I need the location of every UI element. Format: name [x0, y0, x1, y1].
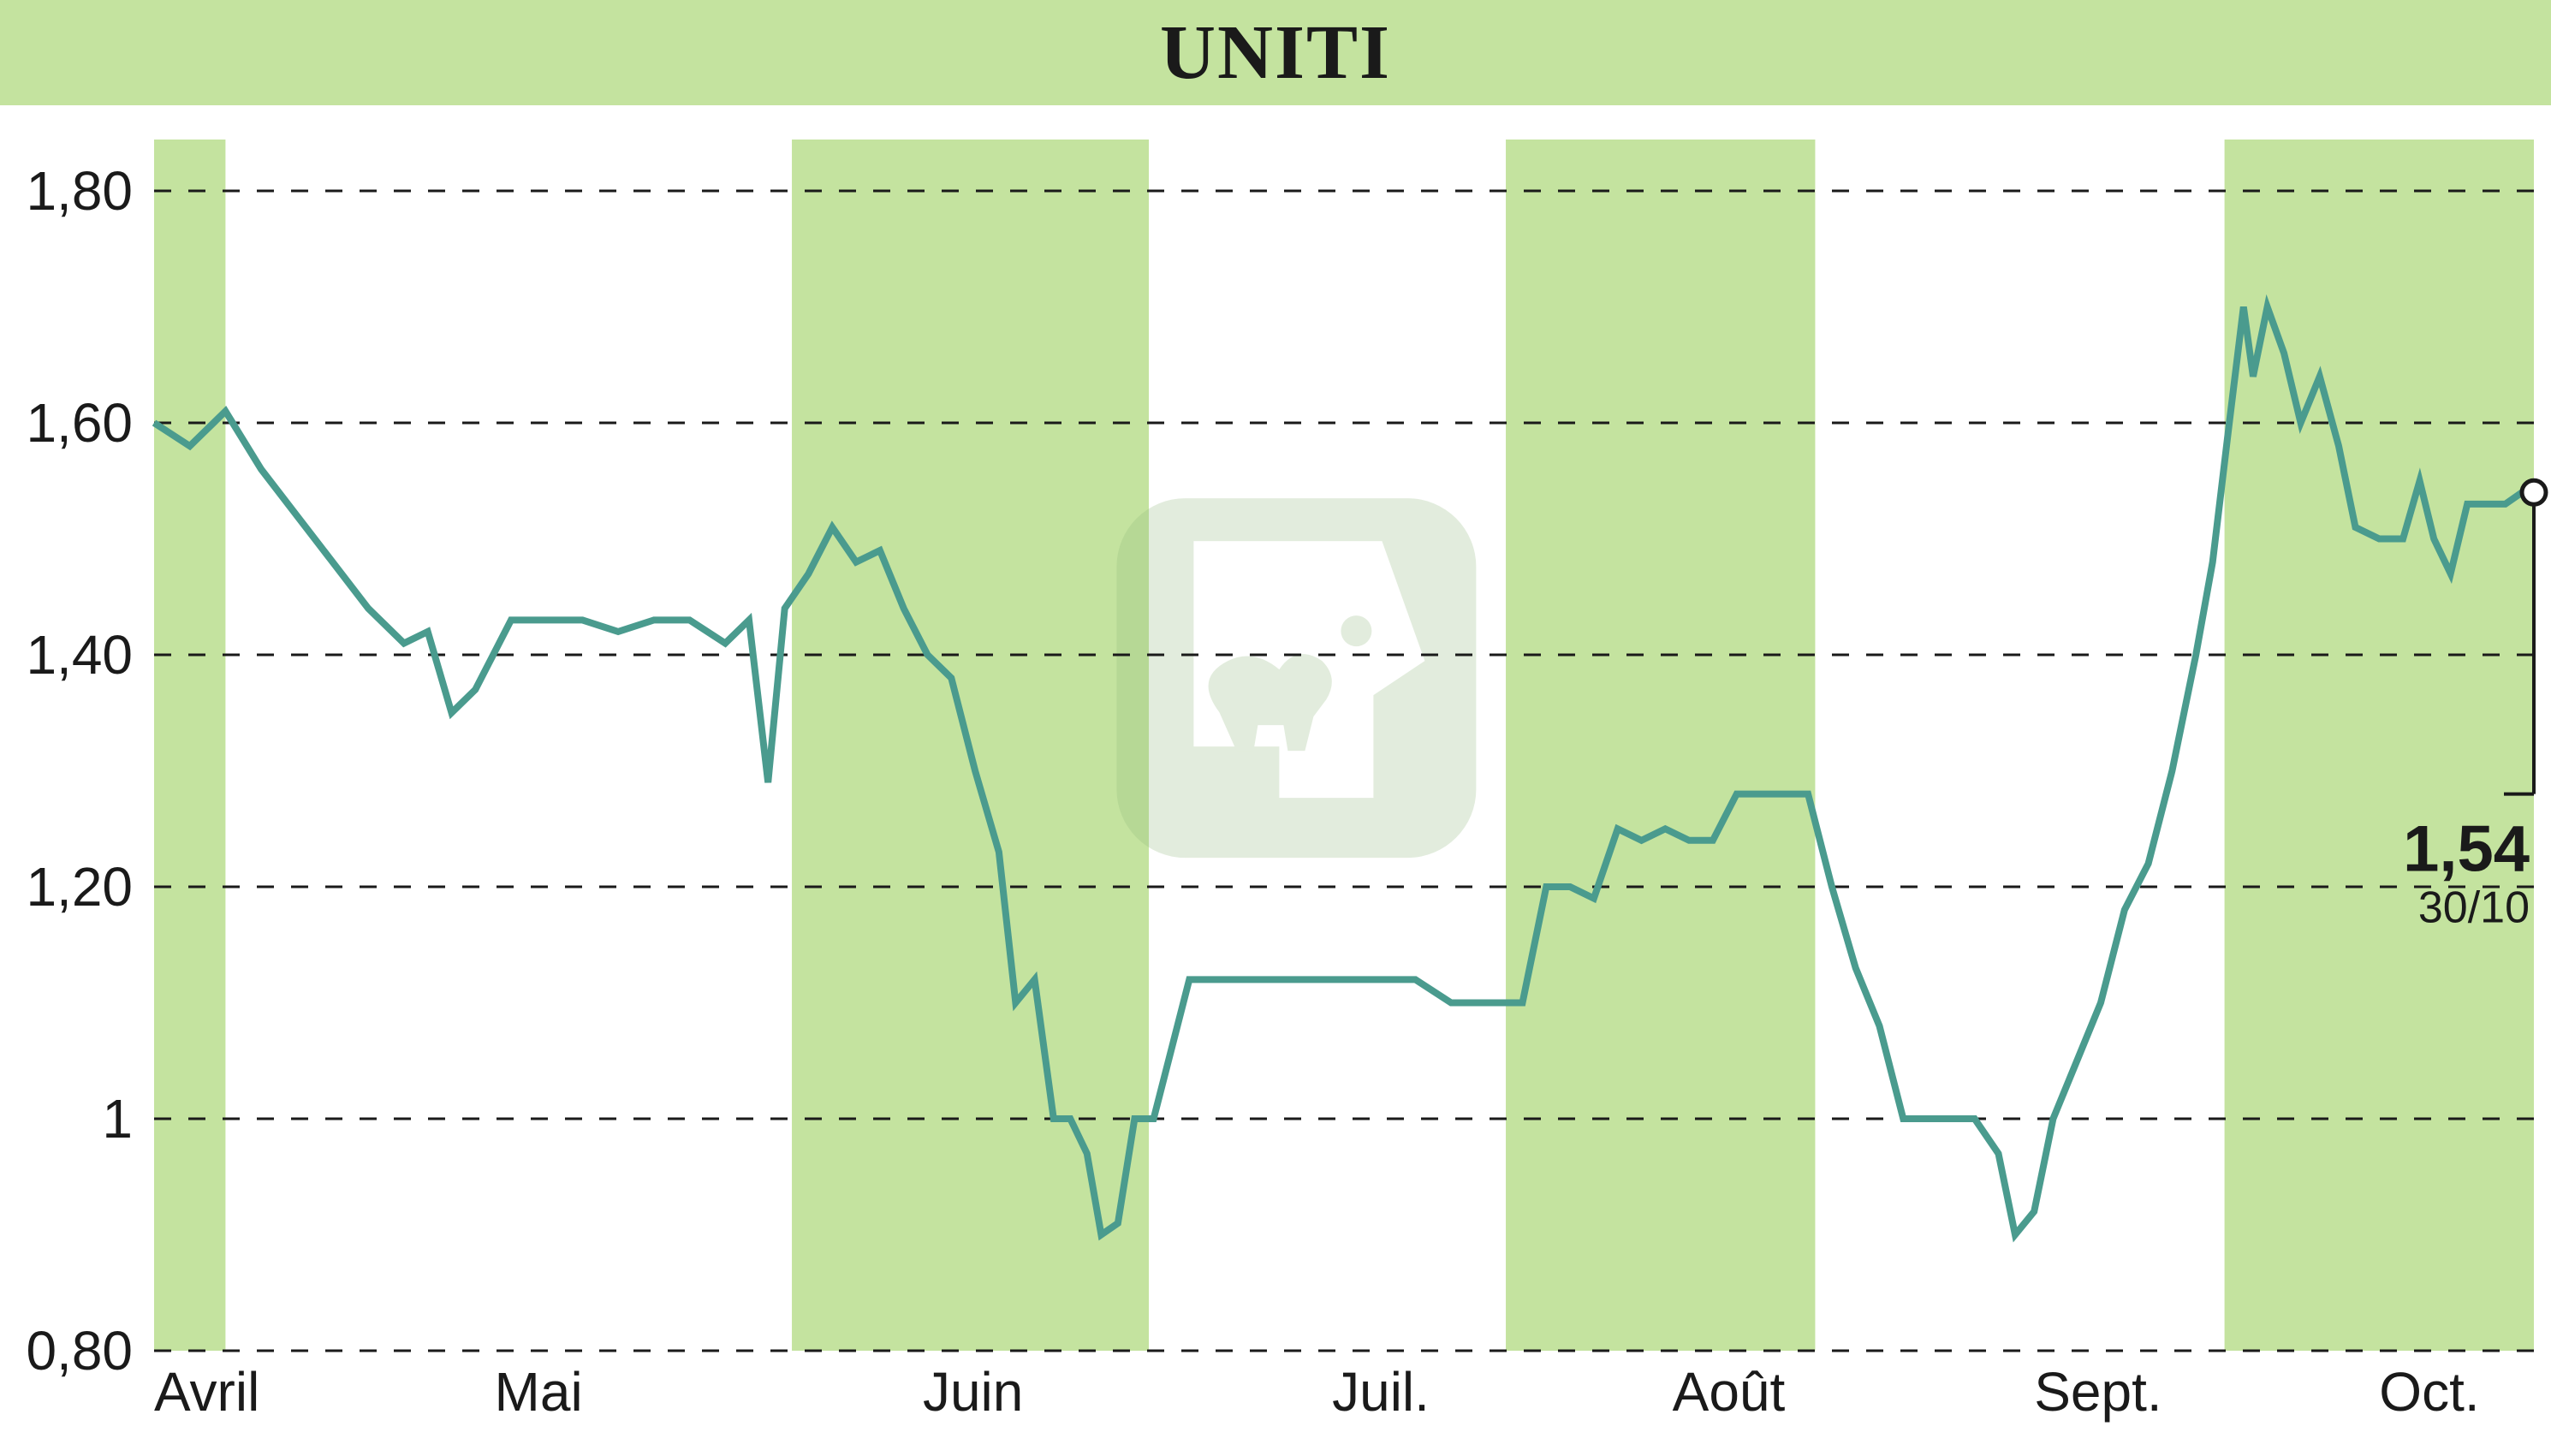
y-tick-label-2: 1,20: [26, 856, 133, 918]
y-tick-label-1: 1: [102, 1088, 133, 1150]
last-value-label: 1,54: [2403, 813, 2530, 886]
y-tick-label-0: 0,80: [26, 1320, 133, 1382]
x-tick-label-6: Oct.: [2379, 1361, 2479, 1423]
x-tick-label-0: Avril: [154, 1361, 259, 1423]
chart-area: 0,80 1 1,20 1,40 1,60 1,80 Avril Mai Juin Juil. Ao…: [0, 105, 2551, 1452]
watermark-icon: [1116, 498, 1476, 858]
shade-band-0: [154, 140, 225, 1351]
x-tick-label-4: Août: [1673, 1361, 1786, 1423]
x-tick-label-2: Juin: [923, 1361, 1023, 1423]
last-point-marker: [2522, 480, 2546, 504]
y-tick-label-5: 1,80: [26, 160, 133, 222]
y-tick-label-3: 1,40: [26, 624, 133, 686]
x-tick-label-5: Sept.: [2034, 1361, 2162, 1423]
chart-svg: 0,80 1 1,20 1,40 1,60 1,80 Avril Mai Juin Juil. Ao…: [0, 105, 2551, 1452]
chart-title-bar: UNITI: [0, 0, 2551, 105]
y-tick-label-4: 1,60: [26, 392, 133, 454]
last-date-label: 30/10: [2418, 883, 2530, 933]
shade-band-2: [1506, 140, 1815, 1351]
x-tick-label-3: Juil.: [1332, 1361, 1430, 1423]
chart-title: UNITI: [0, 9, 2551, 97]
x-tick-label-1: Mai: [495, 1361, 583, 1423]
